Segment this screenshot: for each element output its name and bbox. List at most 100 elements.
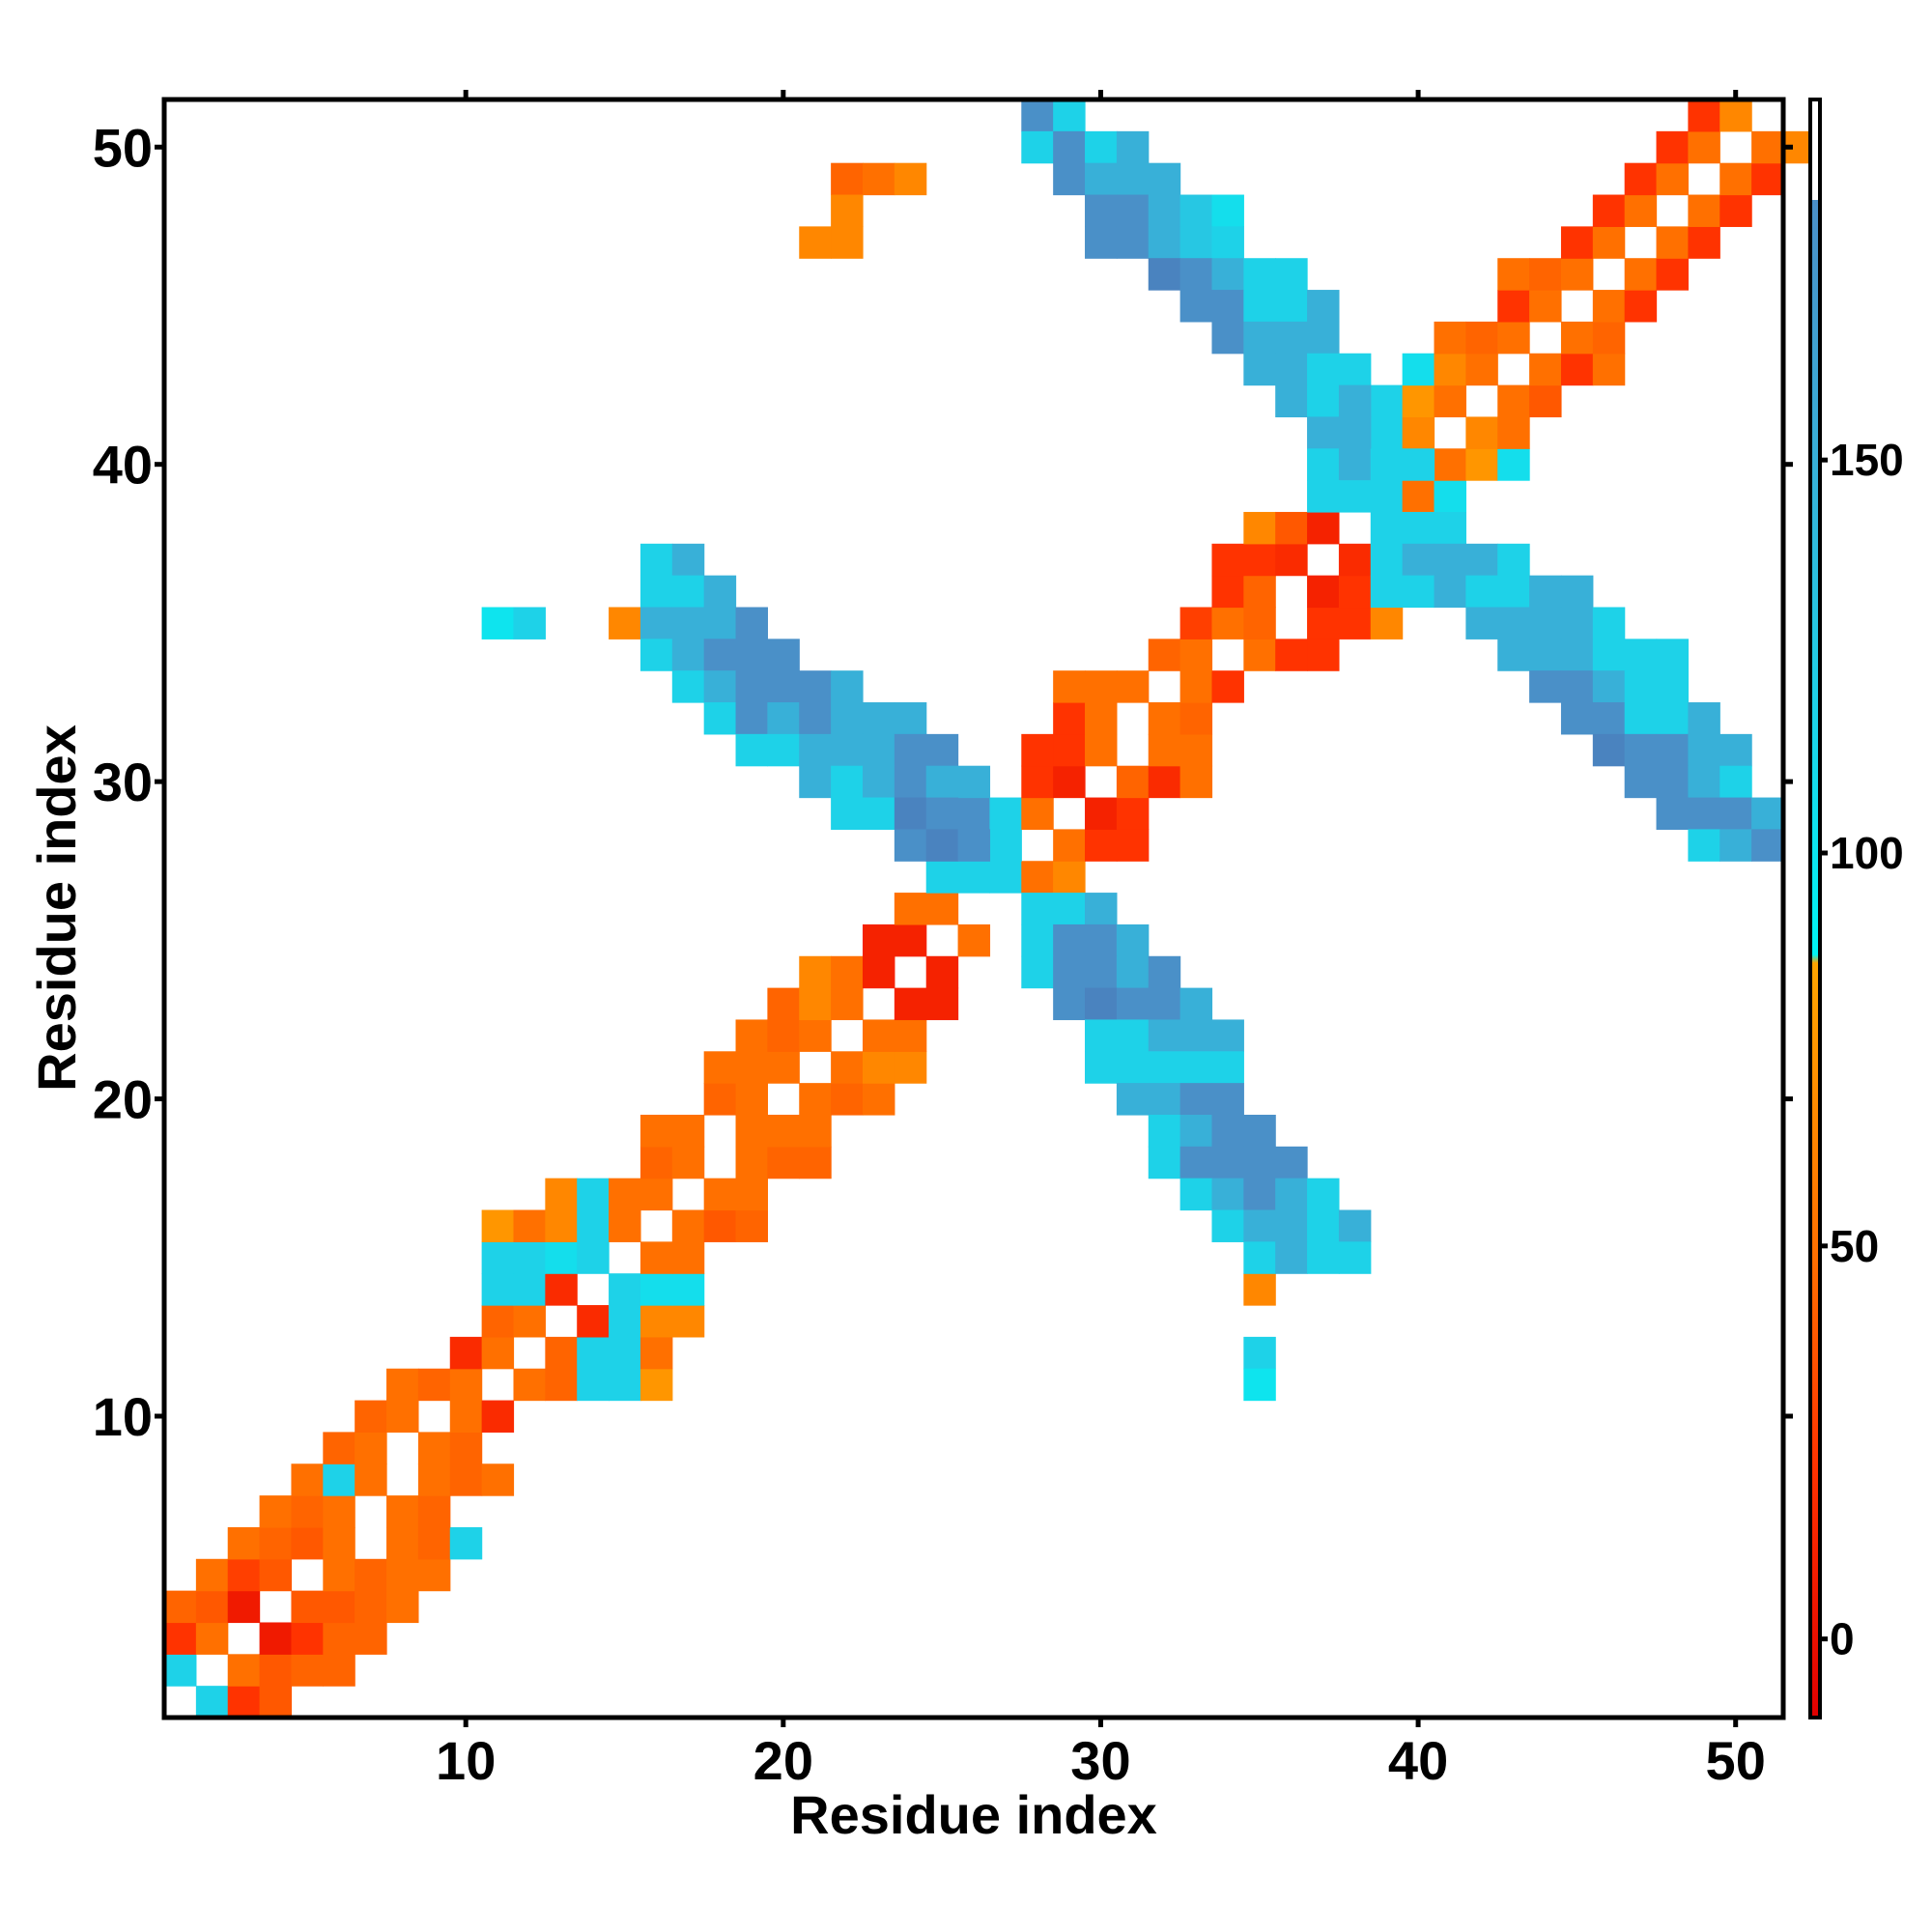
heatmap-cell bbox=[894, 893, 927, 925]
heatmap-cell bbox=[1085, 194, 1118, 227]
heatmap-cell bbox=[957, 829, 991, 862]
heatmap-cell bbox=[894, 702, 927, 735]
heatmap-cell bbox=[639, 1146, 673, 1179]
heatmap-cell bbox=[1560, 670, 1594, 703]
heatmap-cell bbox=[1307, 290, 1340, 323]
heatmap-cell bbox=[1275, 1146, 1308, 1179]
heatmap-cell bbox=[259, 1558, 293, 1592]
heatmap-cell bbox=[1307, 384, 1340, 418]
heatmap-cell bbox=[513, 1305, 546, 1338]
heatmap-cell bbox=[1402, 575, 1435, 609]
heatmap-cell bbox=[894, 987, 927, 1021]
heatmap-cell bbox=[1148, 1083, 1181, 1116]
heatmap-cell bbox=[609, 1178, 641, 1211]
heatmap-cell bbox=[1211, 1051, 1244, 1084]
heatmap-cell bbox=[1624, 258, 1658, 291]
heatmap-cell bbox=[291, 1526, 324, 1560]
heatmap-cell bbox=[1179, 1178, 1213, 1211]
heatmap-cell bbox=[417, 1463, 451, 1496]
heatmap-cell bbox=[1116, 670, 1150, 703]
heatmap-cell bbox=[799, 987, 832, 1021]
heatmap-cell bbox=[1592, 733, 1626, 767]
heatmap-cell bbox=[1148, 987, 1181, 1021]
heatmap-cell bbox=[862, 1083, 895, 1116]
heatmap-cell bbox=[1434, 321, 1466, 355]
heatmap-cell bbox=[1465, 607, 1498, 639]
heatmap-cell bbox=[735, 733, 768, 767]
heatmap-cell bbox=[449, 1400, 483, 1434]
heatmap-cell bbox=[671, 1114, 705, 1148]
heatmap-cell bbox=[1211, 1178, 1244, 1211]
heatmap-cell bbox=[1053, 829, 1086, 862]
heatmap-cell bbox=[671, 543, 705, 577]
heatmap-cell bbox=[481, 1400, 515, 1434]
heatmap-cell bbox=[1275, 321, 1308, 355]
heatmap-cell bbox=[1116, 765, 1150, 799]
heatmap-cell bbox=[1085, 1051, 1118, 1084]
x-axis-ticks: 10 20 30 40 50 bbox=[436, 90, 1766, 1791]
heatmap-cell bbox=[1402, 543, 1435, 577]
colorbar-empty-band bbox=[1810, 99, 1820, 200]
heatmap-cell bbox=[1053, 130, 1086, 164]
heatmap-cell bbox=[671, 575, 705, 609]
heatmap-cell bbox=[1719, 99, 1752, 132]
heatmap-cell bbox=[227, 1590, 261, 1624]
heatmap-cell bbox=[1116, 923, 1150, 957]
heatmap-cell bbox=[1053, 893, 1086, 925]
heatmap-cell bbox=[1243, 543, 1276, 577]
heatmap-cell bbox=[1275, 384, 1308, 418]
heatmap-cell bbox=[703, 1178, 737, 1211]
heatmap-cell bbox=[862, 955, 895, 989]
heatmap-cell bbox=[989, 829, 1022, 862]
heatmap-cell bbox=[799, 765, 832, 799]
heatmap-cell bbox=[1116, 987, 1150, 1021]
heatmap-cell bbox=[1656, 670, 1690, 703]
heatmap-cell bbox=[1592, 607, 1626, 639]
colorbar-tick-label: 100 bbox=[1830, 828, 1904, 878]
heatmap-cell bbox=[925, 861, 959, 894]
heatmap-cell bbox=[1085, 1019, 1118, 1052]
heatmap-cell bbox=[735, 1146, 768, 1179]
heatmap-cell bbox=[1116, 1051, 1150, 1084]
heatmap-cell bbox=[639, 1178, 673, 1211]
heatmap-cell bbox=[1148, 1019, 1181, 1052]
heatmap-cell bbox=[1275, 1241, 1308, 1274]
heatmap-cell bbox=[925, 893, 959, 925]
heatmap-cell bbox=[1021, 797, 1054, 830]
heatmap-cell bbox=[862, 702, 895, 735]
heatmap-cell bbox=[639, 607, 673, 639]
heatmap-cell bbox=[1148, 226, 1181, 259]
heatmap-cell bbox=[1560, 321, 1594, 355]
heatmap-cell bbox=[513, 1368, 546, 1402]
heatmap-cell bbox=[355, 1590, 387, 1624]
heatmap-cell bbox=[291, 1463, 324, 1496]
heatmap-cell bbox=[1529, 353, 1562, 386]
heatmap-cell bbox=[767, 1051, 800, 1084]
heatmap-cell bbox=[1243, 321, 1276, 355]
heatmap-cell bbox=[1243, 1146, 1276, 1179]
heatmap-cell bbox=[1307, 575, 1340, 609]
heatmap-cell bbox=[735, 1019, 768, 1052]
heatmap-cell bbox=[1085, 829, 1118, 862]
heatmap-cell bbox=[1592, 702, 1626, 735]
heatmap-cell bbox=[227, 1686, 261, 1719]
heatmap-cell bbox=[1243, 1178, 1276, 1211]
heatmap-cell bbox=[1179, 987, 1213, 1021]
heatmap-cell bbox=[609, 607, 641, 639]
heatmap-cell bbox=[609, 1305, 641, 1338]
heatmap-cell bbox=[1688, 99, 1720, 132]
heatmap-cell bbox=[1116, 955, 1150, 989]
heatmap-cell bbox=[1592, 321, 1626, 355]
heatmap-cell bbox=[386, 1400, 419, 1434]
x-tick-label: 40 bbox=[1388, 1730, 1448, 1791]
heatmap-cell bbox=[831, 226, 864, 259]
heatmap-cell bbox=[1085, 226, 1118, 259]
heatmap-cell bbox=[1148, 162, 1181, 196]
heatmap-cell bbox=[831, 955, 864, 989]
colorbar: 0 50 100 150 bbox=[1808, 98, 1904, 1719]
heatmap-cell bbox=[1402, 416, 1435, 449]
heatmap-cell bbox=[259, 1526, 293, 1560]
colorbar-tick-label: 150 bbox=[1830, 435, 1904, 485]
heatmap-cell bbox=[1275, 511, 1308, 545]
